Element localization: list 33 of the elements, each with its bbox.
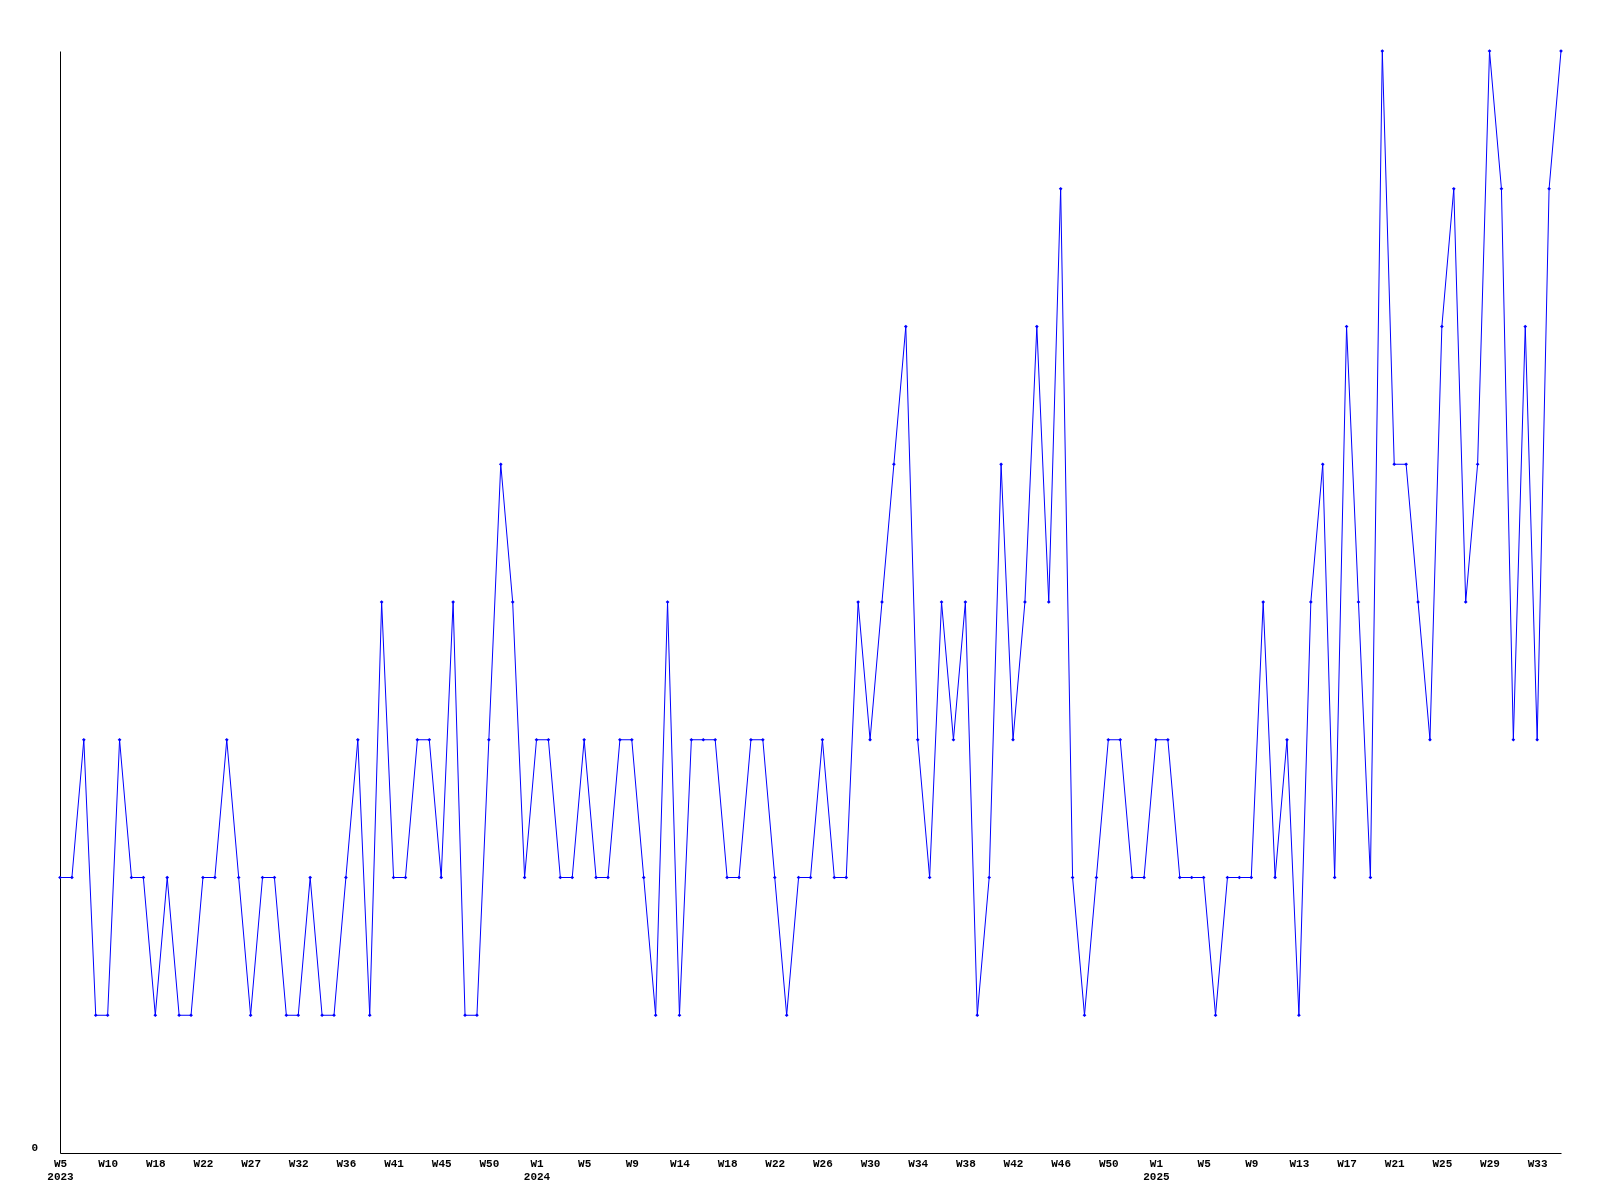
x-tick-label: W26 (813, 1157, 833, 1170)
x-tick-label: W38 (955, 1157, 977, 1170)
x-tick-label: W9 (625, 1157, 639, 1170)
x-tick-label: W17 (1337, 1157, 1357, 1170)
x-tick-label: W50 (1098, 1157, 1119, 1170)
x-tick-label: W45 (431, 1157, 452, 1170)
x-tick-label: W10 (98, 1157, 119, 1170)
x-tick-label: W46 (1051, 1157, 1072, 1170)
x-tick-label: W27 (241, 1157, 262, 1170)
x-tick-label: W18 (145, 1157, 167, 1170)
x-tick-label: W36 (336, 1157, 357, 1170)
x-tick-label: W32 (288, 1157, 309, 1170)
x-tick-label: W21 (1384, 1157, 1406, 1170)
x-tick-label: W22 (765, 1157, 786, 1170)
x-tick-label: W42 (1003, 1157, 1024, 1170)
x-tick-label: W41 (384, 1157, 405, 1170)
x-tick-label: W18 (717, 1157, 738, 1170)
x-tick-label: W14 (670, 1157, 691, 1170)
x-tick-label: W25 (1432, 1157, 1453, 1170)
x-tick-label: W5 2023 (47, 1157, 75, 1183)
text: 0 (31, 1142, 38, 1154)
x-tick-label: W1 2025 (1143, 1157, 1171, 1183)
x-tick-label: W33 (1527, 1157, 1548, 1170)
x-tick-label: W30 (860, 1157, 881, 1170)
x-tick-label: W13 (1289, 1157, 1310, 1170)
x-tick-label: W5 (578, 1157, 592, 1170)
x-tick-label: W5 (1197, 1157, 1212, 1170)
x-tick-label: W1 2024 (523, 1157, 551, 1183)
x-tick-label: W50 (479, 1157, 500, 1170)
x-tick-label: W22 (193, 1157, 214, 1170)
x-tick-label: W34 (908, 1157, 929, 1170)
x-tick-label: W29 (1480, 1157, 1500, 1170)
x-tick-label: W9 (1245, 1157, 1259, 1170)
